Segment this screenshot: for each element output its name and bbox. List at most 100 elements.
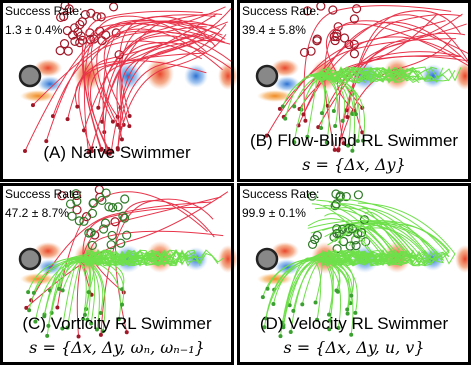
start-point [65, 325, 70, 330]
cylinder [18, 64, 42, 88]
start-point [313, 300, 318, 305]
failed-trajectory [326, 23, 470, 109]
target [87, 208, 98, 219]
vortex [271, 242, 299, 260]
target [71, 189, 81, 199]
target [310, 234, 320, 245]
cylinder [255, 247, 279, 271]
target [67, 211, 77, 221]
start-point [332, 147, 337, 152]
successful-trajectory [62, 249, 225, 291]
target [59, 39, 70, 49]
target [106, 240, 116, 250]
vortex [20, 273, 56, 285]
successful-trajectory [267, 218, 384, 289]
target [96, 12, 106, 22]
start-point [280, 104, 285, 109]
start-point [331, 109, 336, 114]
start-point [345, 311, 350, 316]
cylinder [255, 64, 279, 88]
target [88, 198, 99, 208]
start-point [120, 302, 125, 307]
target [328, 5, 338, 15]
start-point [292, 140, 297, 145]
successful-trajectory [282, 225, 402, 326]
target [339, 33, 350, 43]
successful-trajectory [316, 65, 408, 115]
target [299, 47, 310, 58]
success-label: Success Rate: [242, 4, 319, 18]
start-point [45, 333, 50, 338]
state-formula: s = {Δx, Δy, u, v} [283, 338, 424, 357]
target [122, 230, 132, 240]
failed-trajectory [45, 20, 223, 142]
vortex [37, 76, 63, 92]
success-rate: 1.3 ± 0.4% [5, 23, 63, 37]
failed-trajectory [74, 52, 205, 107]
start-point [75, 104, 80, 109]
start-point [271, 302, 276, 307]
start-point [278, 334, 283, 339]
start-point [265, 286, 270, 291]
start-point [281, 325, 286, 330]
successful-trajectory [292, 207, 408, 311]
target [84, 228, 94, 238]
target [329, 31, 339, 42]
target [330, 201, 340, 211]
start-point [33, 319, 38, 324]
vortex [271, 59, 299, 77]
success-label: Success Rate: [242, 187, 319, 201]
vortex [257, 273, 293, 285]
failed-trajectory [119, 39, 222, 128]
start-point [127, 114, 132, 119]
start-point [81, 316, 86, 321]
start-point [260, 295, 265, 300]
vortex [146, 58, 174, 90]
start-point [44, 139, 49, 144]
target [107, 230, 117, 241]
start-point [81, 128, 86, 133]
start-point [26, 290, 31, 295]
successful-trajectory [293, 66, 420, 143]
start-point [353, 310, 358, 315]
start-point [24, 305, 29, 310]
failed-trajectory [90, 13, 218, 154]
target [306, 46, 316, 56]
start-point [76, 334, 81, 339]
failed-trajectory [56, 191, 208, 308]
start-point [262, 325, 267, 330]
target [349, 39, 359, 49]
failed-trajectory [115, 200, 215, 333]
successful-trajectory [85, 249, 201, 293]
panel-border [237, 0, 471, 182]
vortex [455, 245, 471, 273]
target [345, 241, 355, 251]
start-point [65, 117, 70, 122]
vortex [218, 245, 238, 273]
start-point [27, 308, 32, 313]
start-point [327, 318, 332, 323]
cylinder [18, 247, 42, 271]
success-label: Success Rate: [5, 4, 82, 18]
target [68, 30, 78, 40]
start-point [341, 141, 346, 146]
start-point [85, 317, 90, 322]
target [119, 213, 130, 223]
panel: Success Rate: 99.9 ± 0.1% (D) Velocity RL … [237, 183, 471, 365]
start-point [55, 305, 60, 310]
start-point [327, 327, 332, 332]
failed-trajectory [327, 13, 463, 107]
failed-trajectory [337, 13, 462, 151]
start-point [86, 150, 91, 155]
successful-trajectory [312, 69, 420, 115]
target [98, 224, 109, 234]
start-point [277, 106, 282, 111]
start-point [319, 125, 324, 130]
successful-trajectory [61, 251, 159, 329]
target [74, 216, 84, 226]
failed-trajectory [83, 15, 208, 153]
target [302, 6, 313, 16]
state-formula: s = {Δx, Δy, ωₙ, ωₙ₋₁} [29, 338, 205, 357]
successful-trajectory [282, 213, 384, 328]
